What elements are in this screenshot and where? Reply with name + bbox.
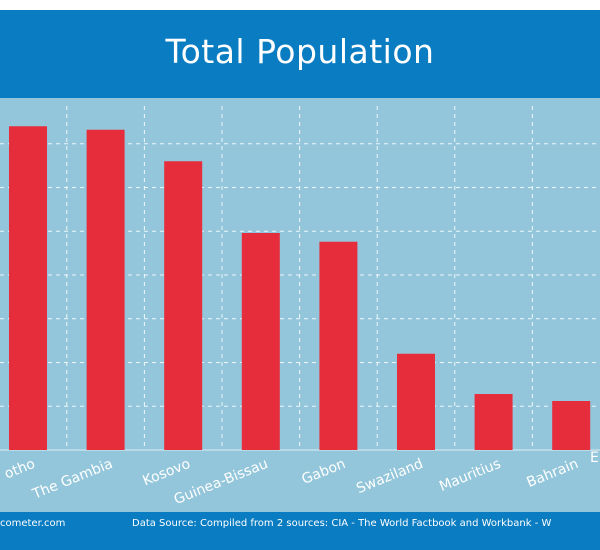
bar-bahrain: [552, 401, 591, 450]
bar-swaziland: [397, 353, 435, 450]
footer-source-text: Data Source: Compiled from 2 sources: CI…: [132, 518, 552, 529]
bar-kosovo: [164, 161, 203, 450]
chart-header: Total Population: [0, 10, 600, 98]
category-label-partial: E: [590, 450, 599, 466]
bar-guinea-bissau: [241, 233, 280, 450]
bar-gabon: [319, 241, 358, 450]
footer-website-text: cometer.com: [0, 518, 66, 529]
bar-the-gambia: [86, 129, 125, 450]
bar-lesotho: [9, 126, 47, 450]
chart-title: Total Population: [165, 31, 435, 71]
bar-mauritius: [474, 394, 513, 450]
bars: [9, 126, 591, 450]
chart-footer: [0, 512, 600, 550]
